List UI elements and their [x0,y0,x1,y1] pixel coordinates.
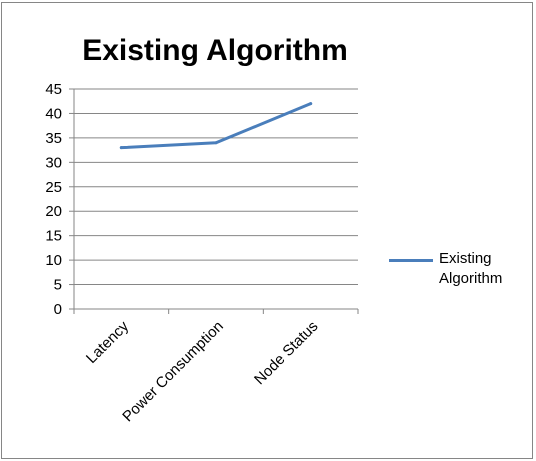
x-tick-label: Latency [83,317,133,367]
y-tick-label: 10 [45,252,62,269]
x-tick-label: Node Status [251,318,321,388]
data-point [309,102,313,106]
legend: Existing Algorithm [389,249,534,295]
y-tick-label: 20 [45,203,62,220]
x-tick-label: Power Consumption [119,318,227,426]
y-tick-label: 15 [45,228,62,245]
data-point [214,141,218,145]
legend-label: Existing Algorithm [439,250,503,287]
series-line [119,102,313,150]
y-tick-label: 45 [45,81,62,98]
y-tick-label: 40 [45,105,62,122]
chart-title: Existing Algorithm [82,34,348,67]
y-tick-label: 30 [45,154,62,171]
y-tick-label: 5 [54,277,62,294]
legend-line-swatch [389,259,433,262]
y-tick-label: 25 [45,179,62,196]
y-tick-label: 35 [45,130,62,147]
data-point [119,146,123,150]
y-tick-label: 0 [54,301,62,318]
